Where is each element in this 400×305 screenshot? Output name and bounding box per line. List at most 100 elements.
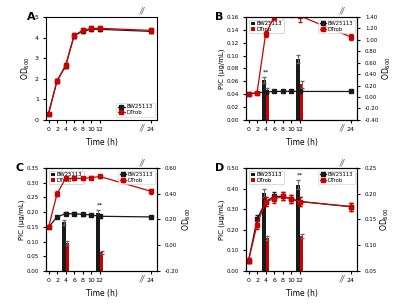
BW25113: [280, 195, 285, 198]
BW25113: [97, 214, 102, 218]
Bar: [262, 193, 266, 271]
X-axis label: Time (h): Time (h): [86, 289, 118, 298]
DTrob: [297, 14, 302, 18]
BW25113: [148, 215, 153, 219]
DTrob: [348, 35, 353, 39]
Legend: BW25113, DTrob: BW25113, DTrob: [49, 171, 84, 185]
BW25113: [46, 112, 51, 115]
Text: //: //: [340, 158, 345, 167]
DTrob: [255, 223, 260, 226]
Text: //: //: [140, 7, 145, 16]
DTrob: [263, 32, 268, 36]
Text: C: C: [15, 163, 24, 173]
Text: //: //: [340, 124, 345, 133]
Bar: [66, 243, 69, 271]
BW25113: [289, 89, 294, 93]
BW25113: [246, 259, 251, 262]
Legend: BW25113, DTrob: BW25113, DTrob: [249, 171, 284, 185]
Line: DTrob: DTrob: [47, 27, 153, 115]
DTrob: [297, 200, 302, 203]
BW25113: [297, 90, 302, 93]
BW25113: [255, 218, 260, 221]
Y-axis label: PIC (μg/mL): PIC (μg/mL): [19, 199, 25, 240]
BW25113: [46, 225, 51, 229]
DTrob: [55, 192, 60, 196]
BW25113: [348, 90, 353, 93]
Line: BW25113: BW25113: [247, 195, 352, 262]
DTrob: [80, 29, 85, 32]
BW25113: [255, 91, 260, 95]
Bar: [296, 185, 300, 271]
BW25113: [272, 90, 276, 93]
DTrob: [148, 29, 153, 32]
BW25113: [280, 89, 285, 93]
Bar: [266, 238, 269, 271]
DTrob: [72, 177, 76, 180]
DTrob: [80, 177, 85, 180]
Bar: [262, 80, 266, 120]
BW25113: [97, 27, 102, 31]
BW25113: [80, 213, 85, 216]
BW25113: [55, 79, 60, 83]
Text: **: **: [96, 202, 103, 207]
BW25113: [63, 212, 68, 216]
DTrob: [289, 12, 294, 16]
Text: **: **: [262, 69, 269, 74]
BW25113: [80, 30, 85, 33]
BW25113: [348, 205, 353, 209]
Legend: BW25113, DTrob: BW25113, DTrob: [318, 171, 355, 185]
X-axis label: Time (h): Time (h): [286, 138, 318, 147]
DTrob: [55, 79, 60, 83]
BW25113: [263, 200, 268, 203]
BW25113: [263, 90, 268, 94]
Text: **: **: [62, 212, 69, 217]
DTrob: [246, 259, 251, 262]
Y-axis label: PIC (μg/mL): PIC (μg/mL): [219, 199, 225, 240]
DTrob: [63, 177, 68, 180]
BW25113: [72, 212, 76, 216]
X-axis label: Time (h): Time (h): [86, 138, 118, 147]
Legend: BW25113, DTrob: BW25113, DTrob: [118, 171, 155, 185]
Text: //: //: [140, 124, 145, 133]
DTrob: [272, 197, 276, 201]
DTrob: [72, 34, 76, 37]
Text: D: D: [215, 163, 225, 173]
Bar: [96, 213, 100, 271]
Legend: BW25113, DTrob: BW25113, DTrob: [318, 20, 355, 33]
Bar: [296, 59, 300, 120]
DTrob: [97, 27, 102, 30]
Y-axis label: OD$_{600}$: OD$_{600}$: [378, 208, 391, 231]
Line: DTrob: DTrob: [47, 175, 152, 229]
Line: DTrob: DTrob: [247, 13, 352, 95]
Line: BW25113: BW25113: [47, 212, 152, 229]
Bar: [300, 84, 303, 120]
DTrob: [348, 205, 353, 209]
Text: A: A: [26, 12, 35, 22]
DTrob: [89, 27, 94, 30]
BW25113: [289, 197, 294, 201]
DTrob: [272, 15, 276, 19]
BW25113: [89, 27, 94, 31]
Line: BW25113: BW25113: [247, 90, 352, 95]
BW25113: [72, 34, 76, 37]
Y-axis label: OD$_{600}$: OD$_{600}$: [20, 56, 32, 80]
Bar: [100, 252, 103, 271]
DTrob: [280, 12, 285, 16]
DTrob: [97, 175, 102, 178]
Y-axis label: PIC (μg/mL): PIC (μg/mL): [219, 48, 225, 89]
X-axis label: Time (h): Time (h): [286, 289, 318, 298]
DTrob: [280, 195, 285, 198]
BW25113: [246, 92, 251, 96]
Y-axis label: OD$_{600}$: OD$_{600}$: [380, 56, 393, 80]
Bar: [300, 236, 303, 271]
DTrob: [46, 112, 51, 115]
Text: **: **: [296, 172, 303, 178]
Text: //: //: [340, 275, 345, 284]
Text: //: //: [340, 7, 345, 16]
BW25113: [148, 30, 153, 33]
DTrob: [148, 189, 153, 193]
DTrob: [289, 197, 294, 201]
Text: //: //: [140, 275, 145, 284]
Line: BW25113: BW25113: [47, 28, 153, 115]
Legend: BW25113, DTrob: BW25113, DTrob: [116, 103, 154, 117]
